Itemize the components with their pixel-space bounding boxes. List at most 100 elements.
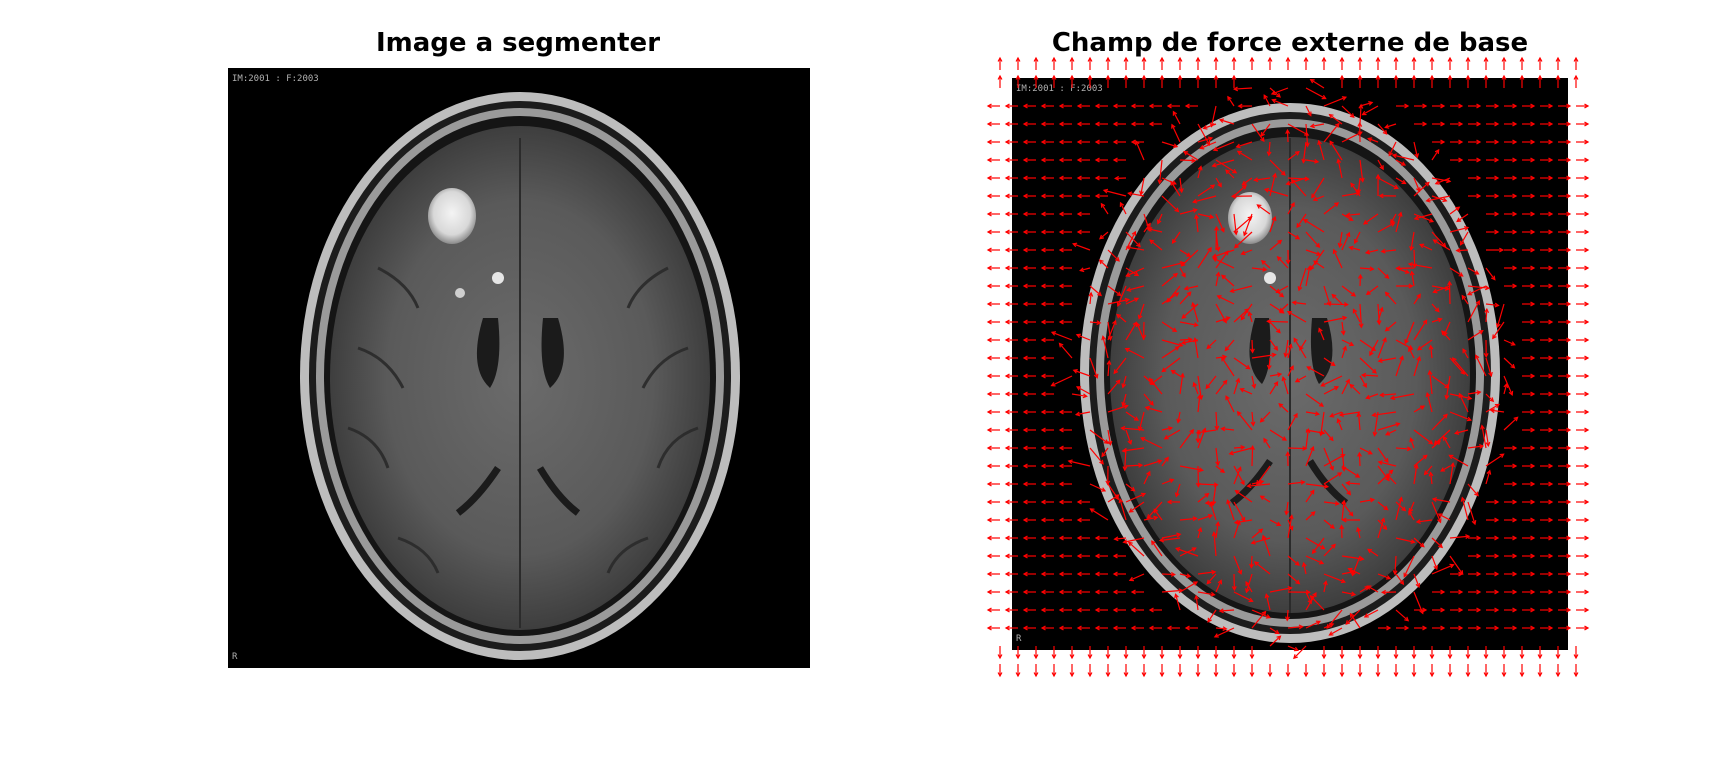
force-arrow-head	[986, 301, 992, 307]
force-arrow-head	[1015, 56, 1021, 62]
force-arrow-head	[997, 56, 1003, 62]
force-arrow-head	[986, 589, 992, 595]
force-arrow-head	[1004, 301, 1010, 307]
force-arrow-head	[1004, 409, 1010, 415]
force-arrow-head	[1573, 74, 1579, 80]
force-arrow-head	[1584, 193, 1590, 199]
force-arrow-head	[1231, 672, 1237, 678]
force-arrow-head	[1004, 193, 1010, 199]
force-arrow-head	[1321, 56, 1327, 62]
force-arrow-head	[1004, 445, 1010, 451]
force-arrow-head	[1195, 654, 1201, 660]
corner-text-top: IM:2001 : F:2003	[232, 74, 319, 84]
force-arrow-head	[1303, 56, 1309, 62]
force-arrow-head	[1375, 56, 1381, 62]
force-arrow-head	[1004, 211, 1010, 217]
force-arrow-head	[1213, 654, 1219, 660]
force-arrow-head	[1004, 175, 1010, 181]
force-arrow-head	[1123, 672, 1129, 678]
force-arrow-head	[1393, 672, 1399, 678]
force-arrow-head	[1555, 654, 1561, 660]
force-arrow-head	[1393, 56, 1399, 62]
force-arrow-head	[1429, 654, 1435, 660]
force-arrow-head	[986, 247, 992, 253]
force-arrow-head	[1584, 373, 1590, 379]
force-arrow-head	[1584, 391, 1590, 397]
force-arrow-head	[1584, 445, 1590, 451]
force-arrow-head	[1123, 654, 1129, 660]
force-arrow-head	[1584, 481, 1590, 487]
force-arrow-head	[1177, 672, 1183, 678]
corner-text-bottom: R	[1016, 634, 1022, 644]
mri-image-original: IM:2001 : F:2003 R	[228, 68, 810, 668]
mri-brain-scan-overlay	[1012, 78, 1568, 650]
force-arrow-head	[1267, 672, 1273, 678]
force-arrow-head	[1584, 229, 1590, 235]
force-arrow-head	[1584, 283, 1590, 289]
force-arrow-head	[1087, 56, 1093, 62]
force-arrow-head	[1195, 56, 1201, 62]
mri-brain-scan	[228, 68, 810, 668]
force-arrow-head	[986, 607, 992, 613]
force-arrow-head	[1004, 103, 1010, 109]
force-arrow-head	[1429, 56, 1435, 62]
force-arrow-head	[1584, 139, 1590, 145]
force-arrow-head	[1004, 373, 1010, 379]
force-arrow-head	[1004, 535, 1010, 541]
force-arrow-head	[986, 373, 992, 379]
force-arrow-head	[1393, 654, 1399, 660]
force-arrow-head	[986, 427, 992, 433]
force-arrow-head	[1087, 654, 1093, 660]
force-arrow-head	[1584, 301, 1590, 307]
force-arrow-head	[1177, 56, 1183, 62]
force-arrow-head	[986, 193, 992, 199]
force-arrow-head	[986, 265, 992, 271]
force-arrow-head	[1584, 211, 1590, 217]
force-arrow-head	[986, 229, 992, 235]
force-arrow-head	[1004, 607, 1010, 613]
force-arrow-head	[1087, 672, 1093, 678]
force-arrow-head	[986, 463, 992, 469]
force-arrow-head	[1004, 499, 1010, 505]
force-arrow-head	[1584, 103, 1590, 109]
force-arrow-head	[1573, 672, 1579, 678]
force-arrow-head	[1159, 672, 1165, 678]
force-arrow-head	[1584, 265, 1590, 271]
force-arrow-head	[986, 319, 992, 325]
force-arrow-head	[1465, 654, 1471, 660]
force-arrow-head	[1004, 589, 1010, 595]
force-arrow-head	[1231, 56, 1237, 62]
force-arrow-head	[986, 535, 992, 541]
corner-text-bottom: R	[232, 652, 238, 662]
force-arrow-head	[986, 409, 992, 415]
force-arrow-head	[986, 337, 992, 343]
force-arrow-head	[986, 517, 992, 523]
force-arrow-head	[1483, 654, 1489, 660]
force-arrow-head	[1537, 654, 1543, 660]
force-arrow-head	[1357, 56, 1363, 62]
force-arrow-head	[1584, 553, 1590, 559]
force-arrow-head	[1069, 672, 1075, 678]
force-arrow-head	[1051, 672, 1057, 678]
force-arrow-head	[1213, 672, 1219, 678]
force-arrow-head	[1105, 672, 1111, 678]
force-arrow-head	[1004, 553, 1010, 559]
force-arrow-head	[1004, 391, 1010, 397]
force-arrow-head	[1584, 571, 1590, 577]
force-arrow-head	[1033, 672, 1039, 678]
force-arrow-head	[1321, 672, 1327, 678]
force-arrow-head	[1141, 56, 1147, 62]
force-arrow-head	[1411, 56, 1417, 62]
force-arrow-head	[1584, 625, 1590, 631]
force-arrow-head	[1501, 672, 1507, 678]
force-arrow-head	[1033, 56, 1039, 62]
force-arrow-head	[1177, 654, 1183, 660]
force-arrow-head	[986, 211, 992, 217]
force-arrow-head	[986, 121, 992, 127]
force-arrow-head	[1123, 56, 1129, 62]
force-arrow-head	[1447, 672, 1453, 678]
force-arrow-head	[986, 445, 992, 451]
force-arrow-head	[986, 355, 992, 361]
force-arrow-head	[1004, 229, 1010, 235]
force-arrow-head	[986, 571, 992, 577]
